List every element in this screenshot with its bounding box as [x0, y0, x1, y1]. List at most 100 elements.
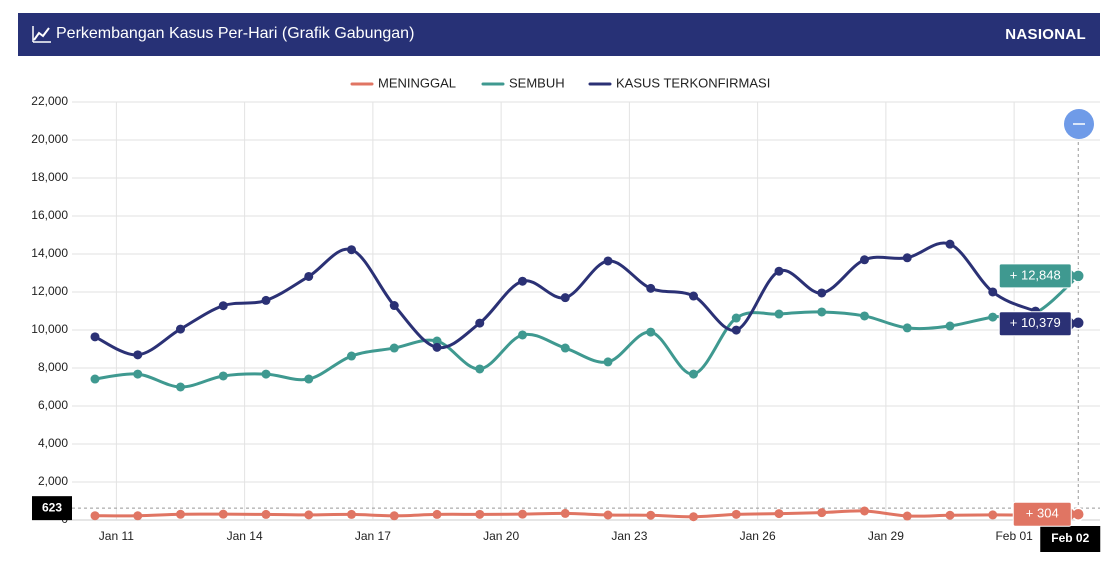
data-point [304, 271, 314, 281]
y-tick-label: 12,000 [31, 284, 68, 298]
value-label: + 12,848 [1010, 267, 1061, 282]
data-point [774, 309, 784, 319]
series-line [94, 241, 1079, 357]
value-label: + 10,379 [1010, 315, 1061, 330]
data-point [945, 321, 955, 331]
region-label: NASIONAL [1005, 26, 1086, 43]
data-point [603, 357, 613, 367]
x-tick-label: Jan 11 [99, 529, 134, 543]
data-point [218, 371, 228, 381]
data-point [261, 509, 271, 519]
legend-label: SEMBUH [509, 75, 565, 90]
data-point [689, 369, 698, 379]
data-point [945, 239, 955, 249]
y-tick-label: 22,000 [31, 94, 68, 108]
x-tick-label: Jan 23 [611, 529, 647, 543]
data-point [90, 511, 100, 521]
y-tick-label: 14,000 [31, 246, 68, 260]
data-point [646, 283, 656, 293]
data-point [475, 364, 485, 374]
x-tick-label: Jan 20 [483, 529, 519, 543]
data-point [389, 343, 399, 353]
tooltip-pointer [1071, 508, 1078, 521]
data-point [218, 509, 228, 519]
value-tooltip: + 10,379 [998, 311, 1078, 337]
y-tick-label: 4,000 [38, 436, 68, 450]
data-point [304, 374, 314, 384]
y-tick-label: 8,000 [38, 360, 68, 374]
tooltip-pointer [1071, 269, 1078, 282]
data-point [817, 307, 827, 317]
y-tick-label: 10,000 [31, 322, 68, 336]
data-point [731, 509, 741, 519]
data-point [90, 374, 100, 384]
data-point [261, 369, 271, 379]
data-point [560, 293, 570, 303]
header-bar: Perkembangan Kasus Per-Hari (Grafik Gabu… [18, 13, 1100, 56]
data-point [560, 343, 570, 353]
data-point [475, 509, 485, 519]
data-point [432, 336, 442, 346]
data-point [988, 287, 998, 297]
data-point [988, 510, 998, 520]
y-tick-label: 18,000 [31, 170, 68, 184]
data-point [560, 508, 570, 518]
data-point [860, 255, 869, 265]
data-point [432, 509, 442, 519]
data-point [817, 288, 827, 298]
chart-icon [32, 26, 51, 43]
series-line [94, 274, 1080, 389]
data-point [731, 325, 741, 335]
data-point [902, 253, 912, 263]
data-point [176, 509, 185, 519]
data-point [689, 512, 698, 522]
x-tick-label: Jan 14 [227, 529, 263, 543]
crosshair-y-label: 623 [42, 500, 62, 514]
data-point [902, 511, 912, 521]
data-point [389, 511, 399, 521]
y-tick-label: 16,000 [31, 208, 68, 222]
data-point [646, 510, 656, 520]
data-point [774, 266, 784, 276]
data-point [432, 342, 442, 352]
value-tooltip: + 304 [1012, 501, 1078, 527]
tooltip-box [998, 311, 1072, 337]
data-point [90, 332, 100, 342]
crosshair-y-box [32, 496, 72, 521]
data-point [731, 313, 741, 323]
tooltip-box [1012, 501, 1072, 527]
legend-label: MENINGGAL [378, 75, 456, 90]
data-point [860, 311, 869, 321]
data-point [347, 351, 356, 361]
data-point [347, 245, 356, 255]
data-point [603, 510, 613, 520]
data-point [133, 511, 143, 521]
y-tick-label: 20,000 [31, 132, 68, 146]
x-tick-label: Jan 17 [355, 529, 391, 543]
value-label: + 304 [1026, 506, 1059, 521]
tooltip-box [998, 263, 1072, 289]
data-point [603, 256, 613, 266]
data-point [774, 509, 784, 519]
x-tick-label: Feb 02 [1051, 531, 1089, 545]
data-point [646, 327, 656, 337]
data-point [176, 324, 185, 334]
data-point [860, 506, 869, 516]
zoom-out-button[interactable] [1064, 109, 1094, 139]
y-tick-label: 2,000 [38, 474, 68, 488]
data-point [988, 312, 998, 322]
data-point [389, 301, 399, 311]
x-tick-label: Feb 01 [995, 529, 1033, 543]
data-point [518, 330, 527, 340]
x-crosshair-box [1040, 526, 1101, 552]
data-point [817, 508, 827, 518]
data-point [945, 510, 955, 520]
data-point [261, 295, 271, 305]
data-point [689, 291, 698, 301]
header-title: Perkembangan Kasus Per-Hari (Grafik Gabu… [56, 25, 415, 42]
data-point [518, 276, 527, 286]
data-point [133, 369, 143, 379]
data-point [475, 318, 485, 328]
data-point [347, 509, 356, 519]
